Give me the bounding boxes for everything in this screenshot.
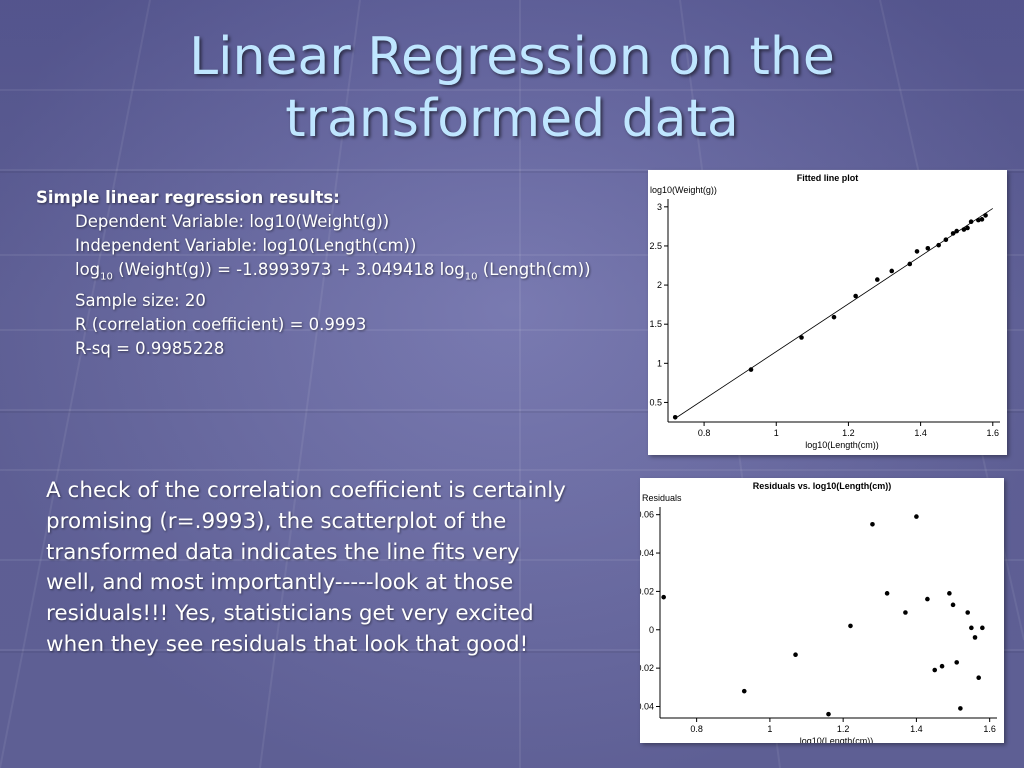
data-point	[965, 225, 970, 231]
data-point	[980, 625, 985, 631]
x-tick-label: 1.6	[987, 428, 1000, 438]
equation-part-b: (Weight(g)) = -1.8993973 + 3.049418 log	[112, 260, 465, 279]
y-tick-label: -0.02	[640, 663, 654, 673]
equation-subscript-2: 10	[464, 271, 478, 283]
x-tick-label: 1.4	[914, 428, 927, 438]
data-point	[947, 591, 952, 596]
correlation-coefficient: R (correlation coefficient) = 0.9993	[75, 315, 367, 335]
x-tick-label: 1	[767, 724, 772, 734]
data-point	[950, 602, 956, 608]
data-point	[943, 237, 949, 242]
data-point	[853, 293, 858, 299]
regression-equation: log10 (Weight(g)) = -1.8993973 + 3.04941…	[36, 258, 591, 289]
data-point	[939, 663, 945, 669]
data-point	[848, 623, 853, 629]
y-tick-label: 0.04	[640, 548, 654, 558]
y-tick-label: 0.06	[640, 510, 654, 520]
sample-size: Sample size: 20	[75, 291, 206, 311]
y-tick-label: 0	[649, 625, 654, 635]
r-squared: R-sq = 0.9985228	[75, 339, 225, 359]
data-point	[914, 514, 919, 519]
fitted-line-plot-panel: Fitted line plot log10(Weight(g)) log10(Le…	[648, 170, 1007, 455]
slide-title-line2: transformed data	[285, 89, 739, 149]
y-tick-label: 1.5	[649, 319, 662, 329]
slide-title-line1: Linear Regression on the	[189, 27, 835, 87]
data-point	[889, 268, 895, 274]
data-point	[932, 667, 938, 673]
data-point	[950, 231, 956, 236]
independent-variable: Independent Variable: log10(Length(cm))	[75, 236, 417, 255]
data-point	[958, 706, 963, 711]
y-axis-label: Residuals	[642, 493, 682, 503]
data-point	[976, 217, 981, 223]
y-tick-label: 0.5	[649, 397, 662, 407]
y-tick-label: 1	[657, 358, 662, 368]
data-point	[961, 227, 967, 232]
data-point	[936, 242, 941, 248]
x-tick-label: 1.2	[842, 428, 855, 438]
data-point	[925, 596, 930, 602]
y-tick-label: -0.04	[640, 701, 654, 711]
x-tick-label: 1	[774, 428, 779, 438]
data-point	[793, 652, 798, 657]
data-point	[954, 660, 960, 665]
x-tick-label: 0.8	[698, 428, 711, 438]
data-point	[983, 213, 988, 218]
data-point	[672, 415, 678, 420]
data-point	[979, 217, 985, 222]
data-point	[969, 625, 974, 631]
y-tick-label: 0.02	[640, 586, 654, 596]
x-tick-label: 1.6	[983, 724, 996, 734]
data-point	[907, 261, 913, 267]
x-tick-label: 1.4	[910, 724, 923, 734]
data-point	[884, 591, 890, 596]
chart-title: Fitted line plot	[797, 173, 859, 183]
x-tick-label: 1.2	[837, 724, 850, 734]
data-point	[954, 228, 959, 234]
x-tick-label: 0.8	[690, 724, 703, 734]
data-point	[875, 277, 880, 282]
x-axis-label: log10(Length(cm))	[800, 736, 874, 743]
data-point	[914, 249, 920, 254]
data-point	[870, 521, 875, 527]
data-point	[965, 610, 970, 615]
data-point	[925, 245, 931, 251]
data-point	[741, 688, 747, 694]
data-point	[661, 594, 666, 600]
equation-part-a: log	[75, 260, 101, 279]
x-axis-label: log10(Length(cm))	[805, 440, 879, 450]
data-point	[831, 314, 837, 320]
y-tick-label: 2.5	[649, 241, 662, 251]
y-tick-label: 3	[657, 202, 662, 212]
residuals-plot-panel: Residuals vs. log10(Length(cm)) Residuals…	[640, 478, 1004, 743]
data-point	[748, 367, 754, 372]
slide-title: Linear Regression on the transformed dat…	[0, 26, 1024, 150]
dependent-variable: Dependent Variable: log10(Weight(g))	[75, 212, 390, 231]
data-point	[903, 610, 908, 615]
y-axis-label: log10(Weight(g))	[650, 185, 717, 195]
equation-subscript-1: 10	[100, 271, 113, 283]
commentary-paragraph: A check of the correlation coefficient i…	[46, 478, 566, 657]
fitted-line-plot: Fitted line plot log10(Weight(g)) log10(Le…	[649, 173, 1000, 450]
equation-part-c: (Length(cm))	[477, 260, 591, 279]
data-point	[799, 335, 804, 340]
data-point	[976, 675, 981, 681]
residuals-plot: Residuals vs. log10(Length(cm)) Residuals…	[640, 481, 997, 743]
chart-title: Residuals vs. log10(Length(cm))	[753, 481, 892, 491]
results-heading: Simple linear regression results:	[36, 188, 340, 207]
y-tick-label: 2	[657, 280, 662, 290]
data-point	[972, 635, 978, 640]
regression-results: Simple linear regression results: Depend…	[36, 186, 591, 361]
data-point	[968, 219, 974, 224]
data-point	[826, 711, 831, 717]
